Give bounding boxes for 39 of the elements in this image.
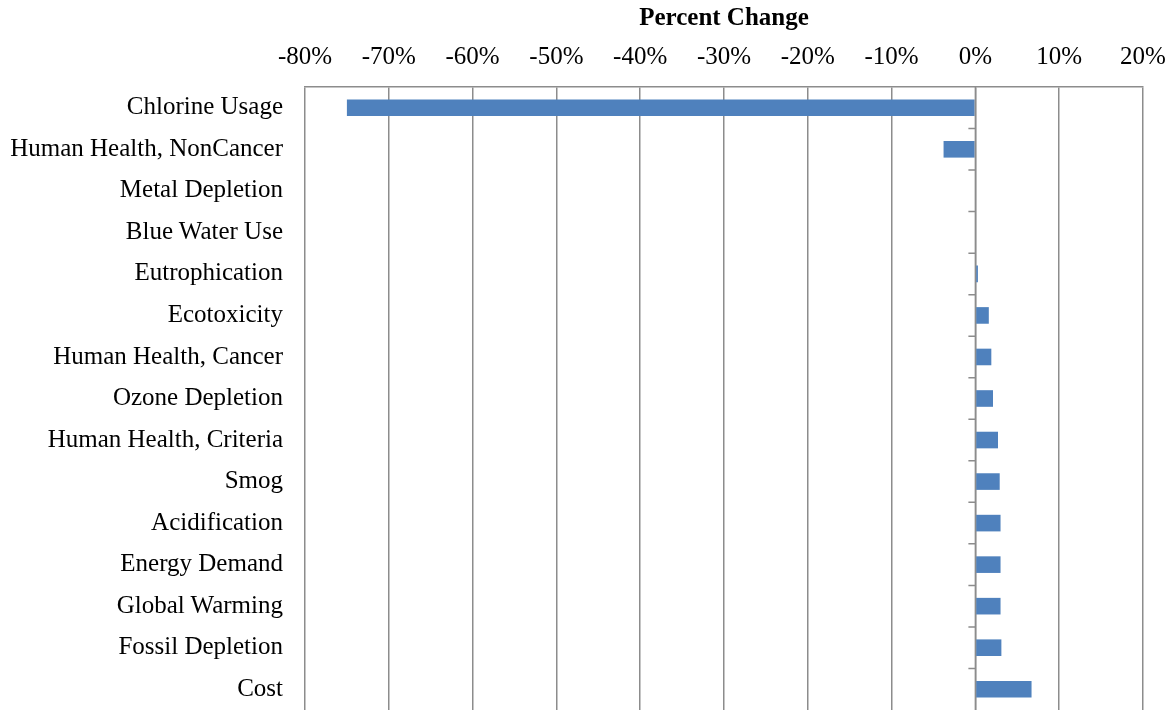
- y-tick-label: Metal Depletion: [119, 175, 284, 203]
- y-tick-label: Chlorine Usage: [126, 92, 283, 120]
- bar: [976, 307, 989, 324]
- x-tick-label: 0%: [958, 41, 993, 69]
- x-tick-label: -30%: [696, 41, 752, 69]
- x-tick-label: -10%: [864, 41, 919, 69]
- y-tick-label: Eutrophication: [134, 258, 284, 286]
- y-tick-label: Human Health, Cancer: [53, 341, 284, 369]
- x-tick-label: -80%: [277, 41, 333, 69]
- x-tick-label: 20%: [1120, 41, 1166, 69]
- y-tick-label: Human Health, Criteria: [47, 424, 283, 452]
- y-tick-label: Smog: [224, 466, 284, 494]
- bar: [976, 431, 999, 449]
- bar: [976, 473, 1000, 490]
- x-tick-label: -70%: [361, 41, 416, 69]
- y-tick-label: Cost: [237, 673, 284, 701]
- y-tick-label: Energy Demand: [120, 549, 284, 577]
- y-tick-label: Acidification: [151, 507, 284, 535]
- bar: [976, 348, 992, 366]
- bar: [976, 639, 1002, 657]
- y-tick-label: Global Warming: [116, 590, 284, 618]
- x-axis-title: Percent Change: [639, 3, 809, 31]
- bar: [976, 514, 1001, 532]
- bar: [976, 597, 1001, 615]
- y-tick-label: Blue Water Use: [125, 216, 283, 244]
- bar: [346, 99, 975, 117]
- bar: [976, 390, 993, 407]
- x-tick-label: -60%: [445, 41, 500, 69]
- x-tick-label: -40%: [613, 41, 668, 69]
- x-tick-label: -20%: [780, 41, 835, 69]
- bar: [943, 140, 975, 158]
- y-tick-label: Fossil Depletion: [118, 632, 284, 660]
- y-tick-label: Ecotoxicity: [167, 300, 284, 327]
- x-tick-label: -50%: [529, 41, 584, 69]
- y-tick-label: Ozone Depletion: [112, 383, 284, 411]
- bar: [976, 556, 1001, 573]
- x-tick-label: 10%: [1036, 41, 1083, 69]
- y-tick-label: Human Health, NonCancer: [10, 133, 284, 161]
- bar: [976, 680, 1032, 698]
